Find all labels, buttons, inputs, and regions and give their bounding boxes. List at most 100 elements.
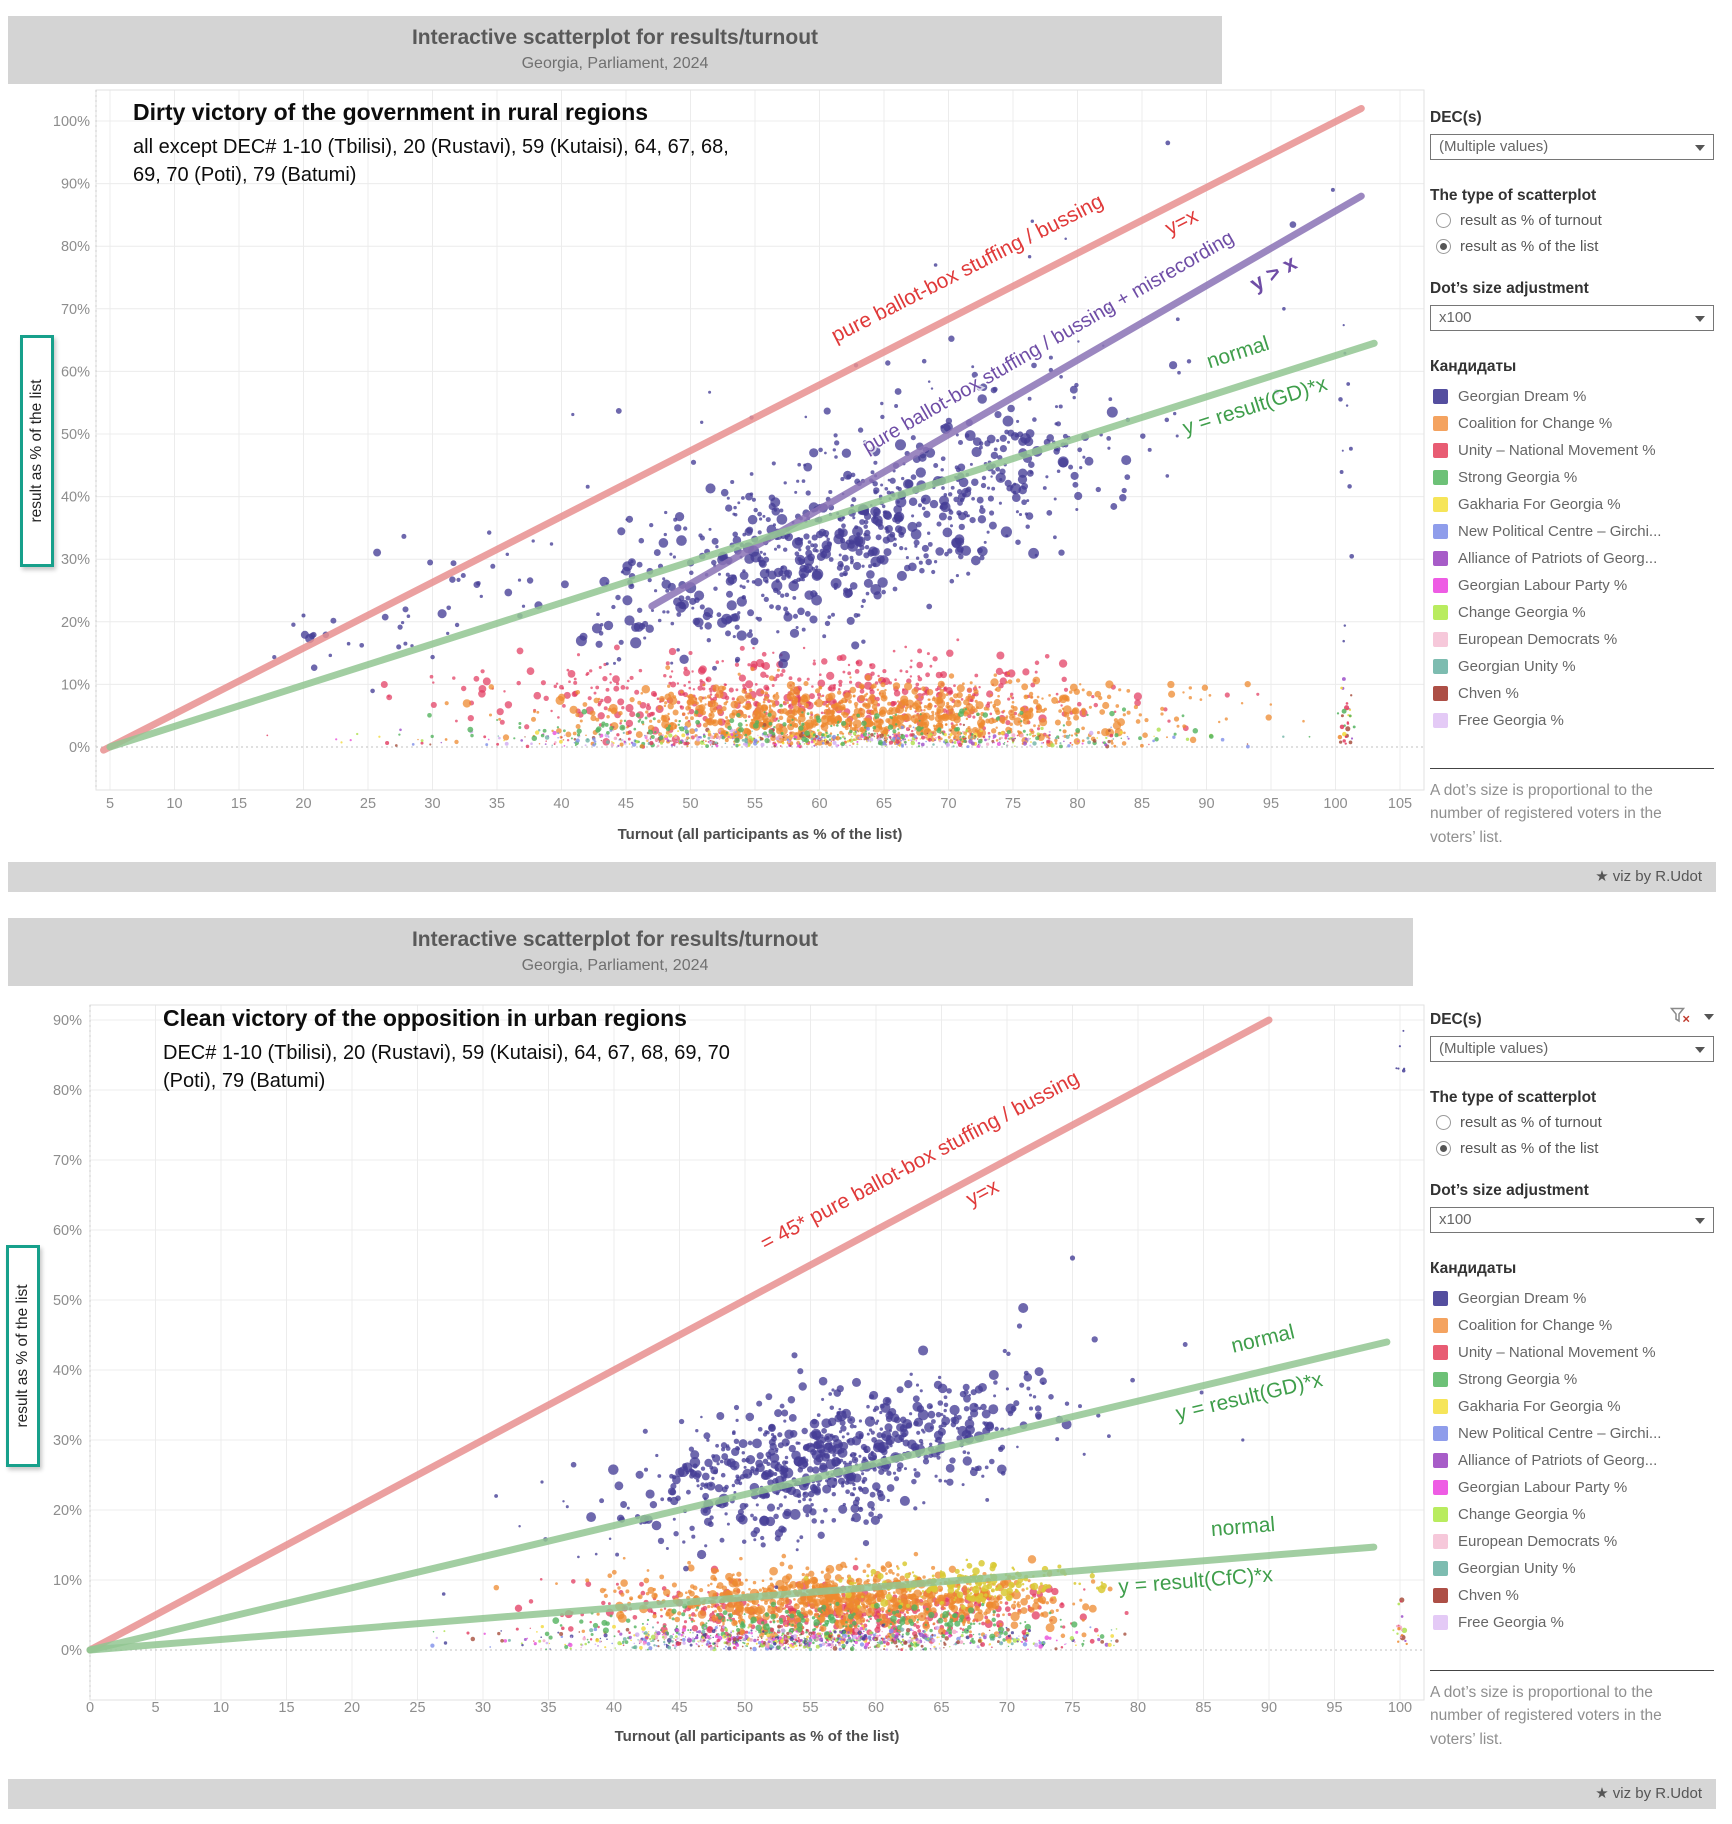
legend-swatch-icon	[1433, 1399, 1448, 1414]
legend-title: Кандидаты	[1430, 1260, 1517, 1277]
svg-text:5: 5	[151, 1700, 159, 1716]
legend-item[interactable]: Change Georgia %	[1430, 599, 1714, 626]
legend-label: Free Georgia %	[1458, 1614, 1564, 1631]
svg-text:50: 50	[737, 1700, 753, 1716]
scatterplot-urban[interactable]: 0 5 10 15 20 25 30 35 40 45 50 55 60 65 70 75 80 85 90 95 10…	[0, 985, 1428, 1775]
legend-item[interactable]: Coalition for Change %	[1430, 1312, 1714, 1339]
legend-label: Georgian Labour Party %	[1458, 577, 1628, 594]
radio-icon[interactable]	[1436, 1115, 1451, 1130]
legend-label: Change Georgia %	[1458, 1506, 1586, 1523]
legend-item[interactable]: Unity – National Movement %	[1430, 1339, 1714, 1366]
svg-text:Turnout (all participants as %: Turnout (all participants as % of the li…	[615, 1728, 900, 1745]
legend-item[interactable]: Georgian Unity %	[1430, 653, 1714, 680]
legend-label: Chven %	[1458, 1587, 1519, 1604]
radio-result-pct-of-list[interactable]: result as % of the list	[1436, 238, 1714, 255]
svg-text:80%: 80%	[61, 239, 90, 255]
page-subtitle: Georgia, Parliament, 2024	[521, 55, 709, 72]
radio-result-pct-of-turnout[interactable]: result as % of turnout	[1436, 1114, 1714, 1131]
svg-text:60%: 60%	[61, 364, 90, 380]
svg-text:30: 30	[475, 1700, 491, 1716]
svg-text:10%: 10%	[61, 677, 90, 693]
svg-text:30%: 30%	[53, 1433, 82, 1449]
svg-text:95: 95	[1326, 1700, 1342, 1716]
legend-item[interactable]: Georgian Labour Party %	[1430, 572, 1714, 599]
legend-item[interactable]: Strong Georgia %	[1430, 464, 1714, 491]
radio-result-pct-of-list[interactable]: result as % of the list	[1436, 1140, 1714, 1157]
legend-swatch-icon	[1433, 443, 1448, 458]
dot-size-note: A dot’s size is proportional to the numb…	[1430, 782, 1662, 846]
chevron-down-icon	[1695, 145, 1705, 151]
svg-text:100: 100	[1323, 796, 1347, 812]
svg-text:75: 75	[1064, 1700, 1080, 1716]
legend-item[interactable]: Strong Georgia %	[1430, 1366, 1714, 1393]
svg-text:70: 70	[999, 1700, 1015, 1716]
svg-text:20%: 20%	[61, 615, 90, 631]
svg-text:65: 65	[876, 796, 892, 812]
legend-swatch-icon	[1433, 389, 1448, 404]
legend-item[interactable]: Chven %	[1430, 680, 1714, 707]
legend-item[interactable]: Georgian Dream %	[1430, 383, 1714, 410]
annotation-rural: Dirty victory of the government in rural…	[133, 99, 733, 190]
dashboard-header-urban: Interactive scatterplot for results/turn…	[8, 918, 1413, 986]
dot-size-dropdown[interactable]: x100	[1430, 305, 1714, 331]
svg-text:45: 45	[671, 1700, 687, 1716]
svg-text:30%: 30%	[61, 552, 90, 568]
legend-swatch-icon	[1433, 497, 1448, 512]
legend-swatch-icon	[1433, 605, 1448, 620]
scatterplot-rural[interactable]: 5 10 15 20 25 30 35 40 45 50 55 60 65 70 75 80 85 90 95 100…	[0, 84, 1428, 854]
annotation-title: Dirty victory of the government in rural…	[133, 99, 649, 125]
y-axis-label-rural: result as % of the list	[20, 335, 54, 567]
legend-item[interactable]: Change Georgia %	[1430, 1501, 1714, 1528]
legend-item[interactable]: Alliance of Patriots of Georg...	[1430, 545, 1714, 572]
radio-icon[interactable]	[1436, 213, 1451, 228]
legend-item[interactable]: Gakharia For Georgia %	[1430, 1393, 1714, 1420]
svg-text:90%: 90%	[53, 1013, 82, 1029]
chevron-down-icon	[1695, 316, 1705, 322]
svg-text:15: 15	[278, 1700, 294, 1716]
dec-filter-dropdown[interactable]: (Multiple values)	[1430, 134, 1714, 160]
svg-text:10: 10	[166, 796, 182, 812]
legend-item[interactable]: Alliance of Patriots of Georg...	[1430, 1447, 1714, 1474]
legend-item[interactable]: Free Georgia %	[1430, 1609, 1714, 1636]
svg-text:Turnout (all participants as %: Turnout (all participants as % of the li…	[618, 826, 903, 843]
legend-item[interactable]: European Democrats %	[1430, 626, 1714, 653]
legend-item[interactable]: Chven %	[1430, 1582, 1714, 1609]
legend-swatch-icon	[1433, 1291, 1448, 1306]
dec-filter-label: DEC(s)	[1430, 109, 1482, 126]
svg-text:95: 95	[1263, 796, 1279, 812]
svg-text:40: 40	[553, 796, 569, 812]
legend-item[interactable]: New Political Centre – Girchi...	[1430, 1420, 1714, 1447]
chevron-down-icon[interactable]	[1704, 1014, 1714, 1020]
legend-item[interactable]: European Democrats %	[1430, 1528, 1714, 1555]
svg-text:40%: 40%	[53, 1363, 82, 1379]
legend-swatch-icon	[1433, 470, 1448, 485]
dec-filter-dropdown[interactable]: (Multiple values)	[1430, 1036, 1714, 1062]
annotation-title: Clean victory of the opposition in urban…	[163, 1005, 687, 1031]
filter-icon[interactable]: ✕	[1669, 1007, 1690, 1029]
legend-item[interactable]: Georgian Labour Party %	[1430, 1474, 1714, 1501]
legend-item[interactable]: Unity – National Movement %	[1430, 437, 1714, 464]
svg-text:80: 80	[1069, 796, 1085, 812]
radio-icon[interactable]	[1436, 1141, 1451, 1156]
legend-item[interactable]: New Political Centre – Girchi...	[1430, 518, 1714, 545]
legend-item[interactable]: Gakharia For Georgia %	[1430, 491, 1714, 518]
svg-text:normal: normal	[1204, 332, 1272, 373]
legend-item[interactable]: Coalition for Change %	[1430, 410, 1714, 437]
radio-result-pct-of-turnout[interactable]: result as % of turnout	[1436, 212, 1714, 229]
svg-text:5: 5	[106, 796, 114, 812]
legend-item[interactable]: Georgian Unity %	[1430, 1555, 1714, 1582]
legend-swatch-icon	[1433, 659, 1448, 674]
legend-item[interactable]: Free Georgia %	[1430, 707, 1714, 734]
legend-swatch-icon	[1433, 1615, 1448, 1630]
legend-label: Georgian Labour Party %	[1458, 1479, 1628, 1496]
dot-size-dropdown[interactable]: x100	[1430, 1207, 1714, 1233]
legend-swatch-icon	[1433, 551, 1448, 566]
legend-item[interactable]: Georgian Dream %	[1430, 1285, 1714, 1312]
radio-icon[interactable]	[1436, 239, 1451, 254]
svg-text:20%: 20%	[53, 1503, 82, 1519]
legend-swatch-icon	[1433, 1318, 1448, 1333]
legend-label: Coalition for Change %	[1458, 1317, 1613, 1334]
legend-swatch-icon	[1433, 416, 1448, 431]
svg-text:70: 70	[940, 796, 956, 812]
legend-label: Change Georgia %	[1458, 604, 1586, 621]
